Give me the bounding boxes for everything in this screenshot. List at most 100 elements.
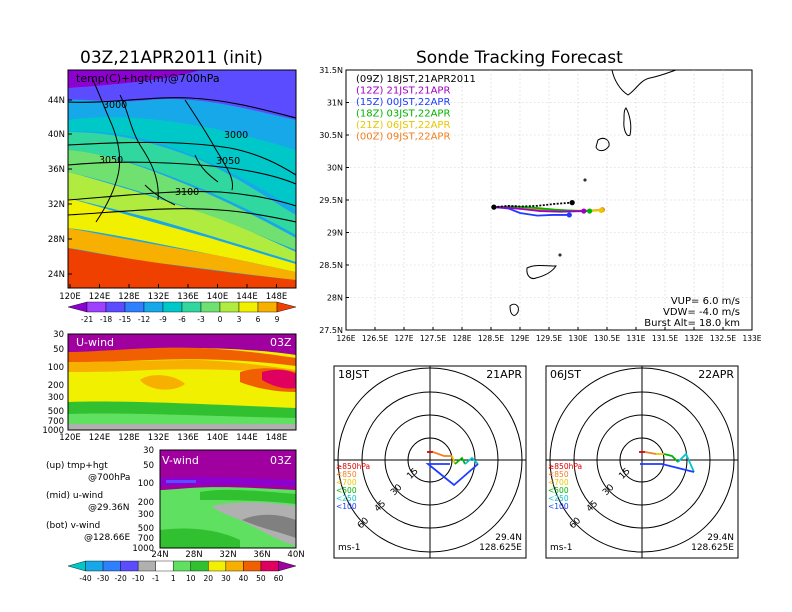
- pressure-tick-label: 200: [48, 381, 64, 391]
- hodograph-lat: 29.4N: [495, 533, 522, 543]
- colorbar-label: 30: [221, 574, 231, 583]
- track-legend: (09Z) 18JST,21APR2011(12Z) 21JST,21APR(1…: [356, 74, 476, 143]
- lon-tick-label: 127E: [394, 334, 413, 343]
- contour-labels: 3000 3000 3050 3050 3100: [99, 100, 248, 198]
- hodograph-trace: [425, 463, 479, 487]
- lon-tick-label: 124E: [89, 292, 111, 302]
- hodograph-legend-entry: <500: [336, 486, 357, 495]
- legend-bot-line1: (bot) v-wind: [46, 521, 100, 531]
- colorbar-swatch: [208, 560, 227, 572]
- lon-tick-label: 148E: [266, 292, 288, 302]
- colorbar-swatch: [85, 560, 104, 572]
- pressure-tick-label: 700: [48, 417, 64, 427]
- hodograph-22apr: 06JST 22APR29.4N128.625Ems-115304560≥850h…: [545, 365, 739, 559]
- track-legend-entry: (09Z) 18JST,21APR2011: [356, 74, 476, 85]
- contour-label: 3100: [175, 187, 199, 198]
- hodograph-time: 18JST: [338, 368, 369, 381]
- left-legend: (up) tmp+hgt @700hPa (mid) u-wind @29.36…: [46, 461, 130, 543]
- temp-lon-axis: 120E 124E 128E 132E 136E 140E 144E 148E: [59, 284, 287, 302]
- track-legend-entry: (21Z) 06JST,22APR: [356, 120, 450, 131]
- lon-tick-label: 140E: [207, 292, 229, 302]
- pressure-tick-label: 50: [53, 345, 64, 355]
- temp-panel-label: temp(C)+hgt(m)@700hPa: [76, 72, 220, 85]
- coastlines: [509, 70, 677, 316]
- colorbar-swatch: [143, 301, 164, 313]
- colorbar-swatch: [162, 301, 183, 313]
- pressure-tick-label: 300: [48, 393, 64, 403]
- track-params: VUP= 6.0 m/s VDW= -4.0 m/s Burst Alt= 18…: [644, 296, 740, 329]
- pressure-tick-label: 50: [143, 461, 154, 471]
- temperature-map: [68, 70, 296, 288]
- track-lat-axis: 31.5N 31N 30.5N 30N 29.5N 29N 28.5N 28N 27.5N: [319, 66, 349, 335]
- hodograph-date: 21APR: [486, 368, 522, 381]
- colorbar-label: -10: [132, 574, 144, 583]
- hodograph-lon: 128.625E: [691, 543, 734, 553]
- hodograph-legend-entry: ≥850hPa: [548, 462, 582, 471]
- lon-tick-label: 144E: [236, 292, 258, 302]
- legend-mid-line2: @29.36N: [88, 503, 130, 513]
- colorbar-swatch: [86, 301, 107, 313]
- v-wind-panel: [160, 450, 296, 548]
- colorbar-label: -40: [79, 574, 91, 583]
- contour-label: 3000: [224, 130, 248, 141]
- lat-tick-label: 28N: [327, 294, 343, 303]
- hodograph-trace: [644, 451, 657, 455]
- lon-tick-label: 128E: [118, 292, 140, 302]
- hodograph-trace: [454, 456, 466, 465]
- hodograph-trace: [464, 456, 479, 465]
- lon-tick-label: 128E: [118, 433, 140, 443]
- hodograph-time: 06JST: [550, 368, 581, 381]
- colorbar-label: -30: [97, 574, 109, 583]
- lon-tick-label: 127.5E: [420, 334, 446, 343]
- u-wind-lon-axis: 120E 124E 128E 132E 136E 140E 144E 148E: [59, 433, 287, 443]
- colorbar-swatch: [257, 301, 278, 313]
- track-grid: [346, 70, 752, 330]
- lat-tick-label: 28N: [48, 235, 65, 245]
- colorbar-label: 9: [275, 315, 280, 324]
- lon-tick-label: 120E: [59, 433, 81, 443]
- hodograph-trace: [640, 463, 695, 473]
- legend-up-line1: (up) tmp+hgt: [46, 461, 108, 471]
- colorbar-label: 50: [256, 574, 266, 583]
- colorbar-swatch: [243, 560, 262, 572]
- pressure-tick-label: 700: [138, 534, 154, 544]
- lat-tick-label: 31N: [327, 99, 343, 108]
- colorbar-label: -1: [152, 574, 160, 583]
- pressure-tick-label: 30: [53, 330, 64, 340]
- launch-point: [491, 204, 497, 210]
- colorbar-label: 60: [274, 574, 284, 583]
- colorbar-label: -3: [197, 315, 205, 324]
- pressure-tick-label: 100: [138, 479, 154, 489]
- hodograph-legend-entry: <100: [548, 502, 569, 511]
- contour-label: 3050: [216, 156, 240, 167]
- track-legend-entry: (00Z) 09JST,22APR: [356, 132, 450, 143]
- track-series: [491, 200, 605, 218]
- colorbar-label: 0: [218, 315, 223, 324]
- pressure-tick-label: 1000: [42, 426, 64, 436]
- track-endpoint: [581, 208, 587, 214]
- hodograph-legend-entry: <700: [548, 478, 569, 487]
- lat-tick-label: 24N: [151, 550, 168, 560]
- lon-tick-label: 140E: [207, 433, 229, 443]
- lat-tick-label: 27.5N: [319, 326, 343, 335]
- vup-value: VUP= 6.0 m/s: [671, 296, 740, 307]
- colorbar-label: 20: [204, 574, 214, 583]
- vdw-value: VDW= -4.0 m/s: [663, 307, 740, 318]
- lat-tick-label: 29N: [327, 229, 343, 238]
- hodograph-legend-entry: <250: [336, 494, 357, 503]
- colorbar-swatch: [120, 560, 139, 572]
- lon-tick-label: 129E: [510, 334, 529, 343]
- colorbar-swatch: [67, 560, 86, 572]
- v-wind-label: V-wind: [162, 454, 199, 467]
- lon-tick-label: 144E: [236, 433, 258, 443]
- lon-tick-label: 130.5E: [594, 334, 620, 343]
- lon-tick-label: 130E: [568, 334, 587, 343]
- colorbar-swatch: [190, 560, 209, 572]
- hodograph-trace: [677, 452, 695, 473]
- colorbar-label: 1: [171, 574, 176, 583]
- u-wind-panel: [68, 334, 296, 430]
- lat-tick-label: 30.5N: [319, 131, 343, 140]
- hodograph-date: 22APR: [698, 368, 734, 381]
